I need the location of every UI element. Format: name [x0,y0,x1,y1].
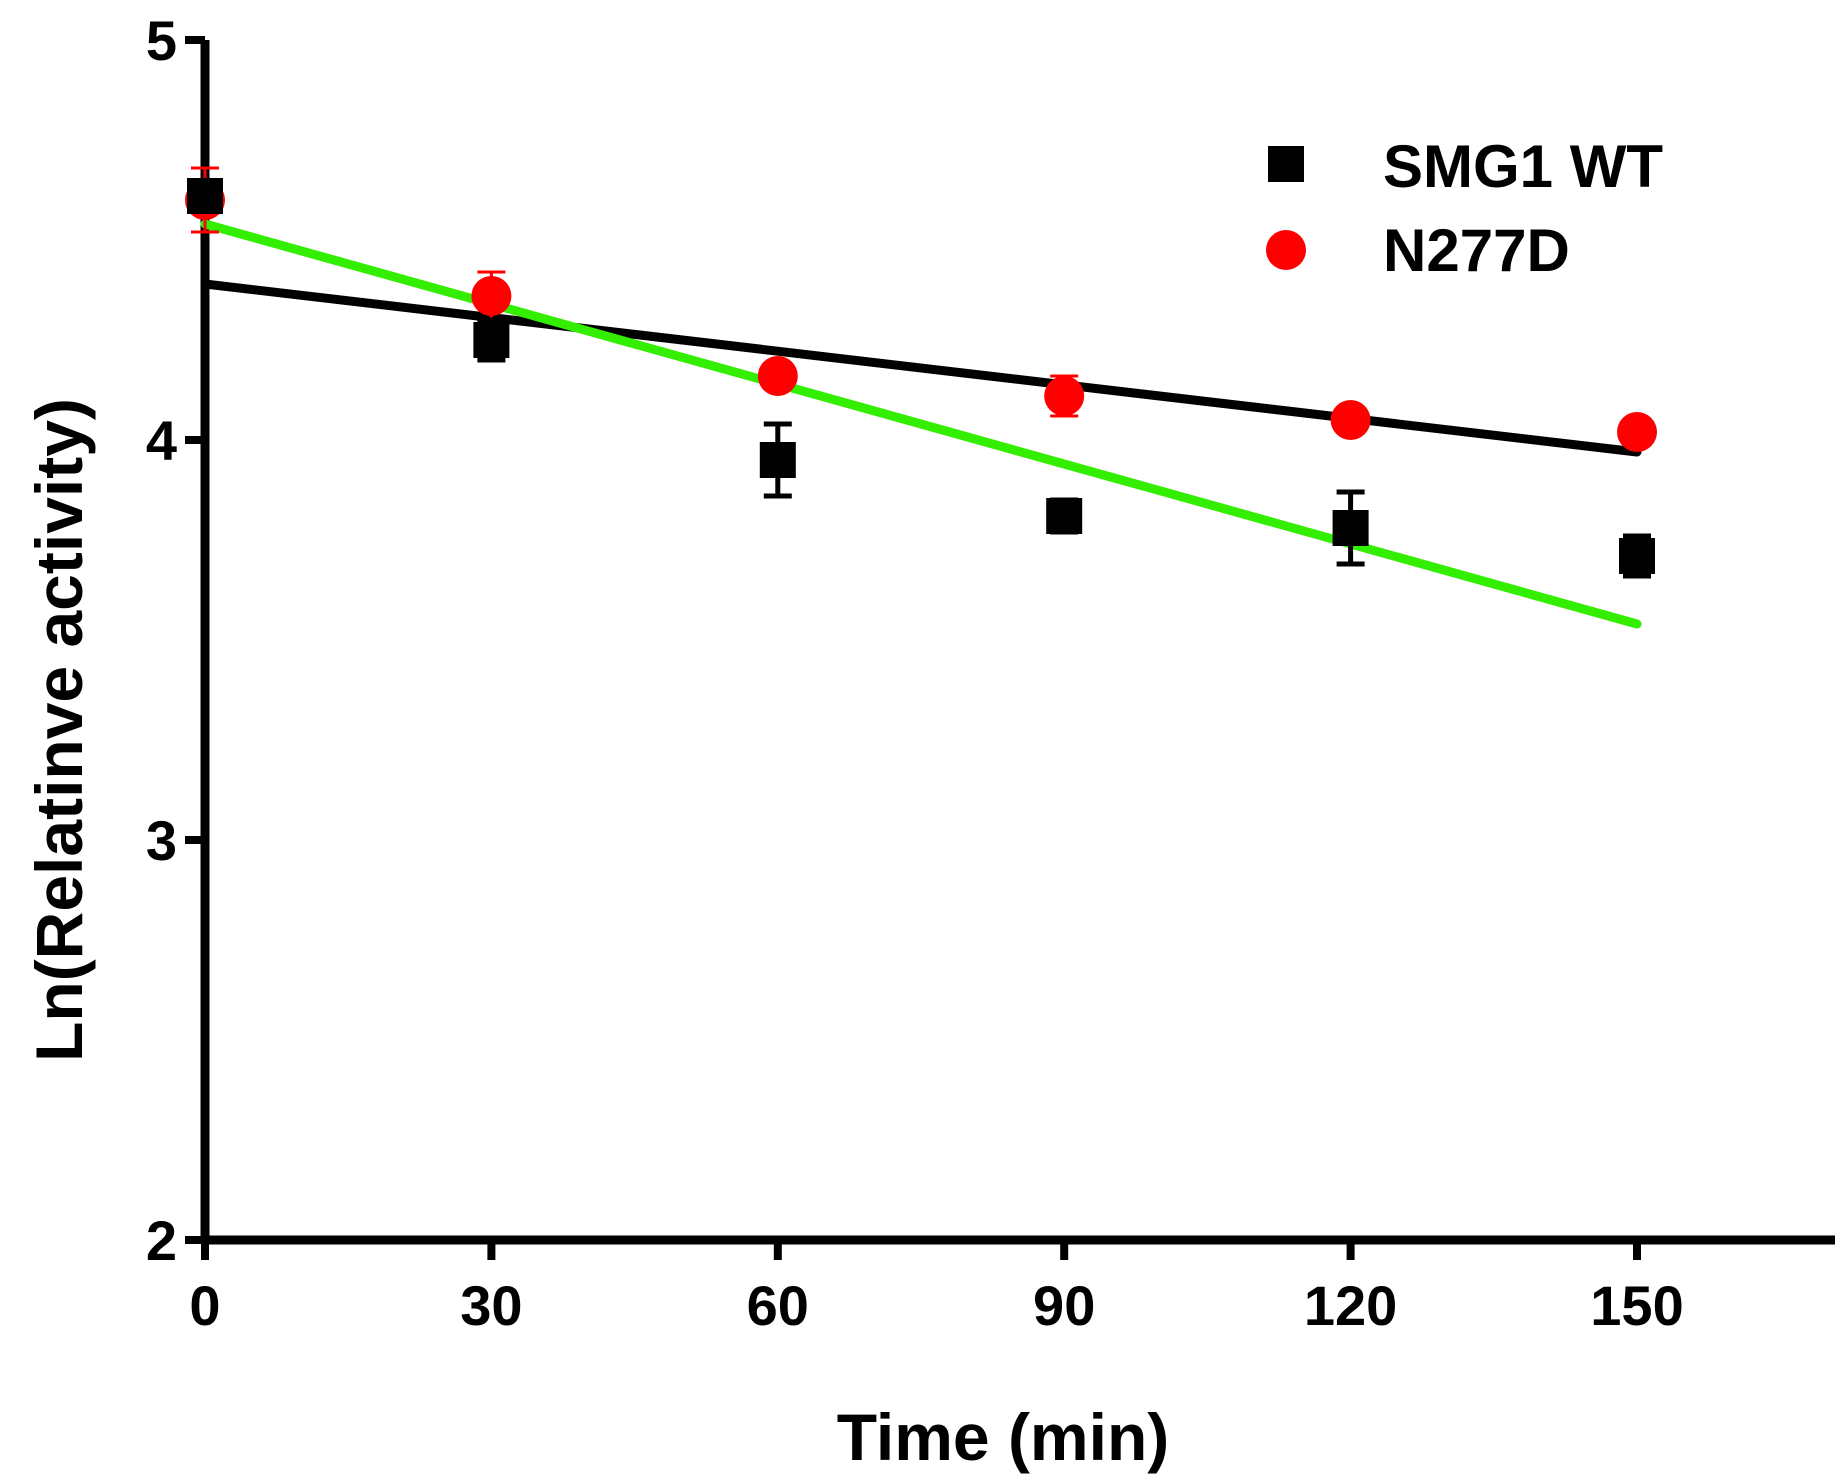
legend-marker-smg1-wt [1268,146,1304,182]
n277d-point-2 [757,356,798,396]
smg1-wt-point-1 [473,322,510,358]
n277d-point-5 [1617,412,1657,452]
y-tick-label-3: 3 [146,809,177,872]
tick-labels: 2 3 4 5 0 30 60 90 120 150 [146,9,1684,1337]
legend-marker-n277d [1266,230,1306,270]
green-fit [200,219,1642,629]
x-tick-label-120: 120 [1304,1274,1397,1337]
smg1-wt-point-5 [1619,538,1655,574]
smg1-wt-point-3 [1046,498,1083,534]
n277d-point-3 [1044,376,1085,416]
n277d-point-1 [471,276,512,316]
x-tick-label-150: 150 [1590,1274,1683,1337]
smg1-wt-point-2 [759,442,796,478]
y-tick-label-4: 4 [146,409,177,472]
legend: SMG1 WT N277D [1266,133,1663,284]
smg1-wt-point-0 [187,178,223,214]
legend-label-smg1-wt: SMG1 WT [1383,133,1663,200]
x-axis-title: Time (min) [837,1400,1169,1474]
y-tick-label-5: 5 [146,9,177,72]
black-fit [200,279,1642,457]
y-axis-title: Ln(Relatinve activity) [22,398,96,1062]
legend-label-n277d: N277D [1383,217,1570,284]
x-tick-label-60: 60 [747,1274,809,1337]
x-tick-label-0: 0 [189,1274,220,1337]
fit-lines [200,219,1642,629]
x-tick-label-30: 30 [460,1274,522,1337]
y-tick-label-2: 2 [146,1209,177,1272]
axes [185,36,1835,1260]
x-tick-label-90: 90 [1033,1274,1095,1337]
n277d-point-4 [1330,400,1371,440]
data-points [185,166,1657,579]
smg1-wt-point-4 [1332,510,1369,546]
